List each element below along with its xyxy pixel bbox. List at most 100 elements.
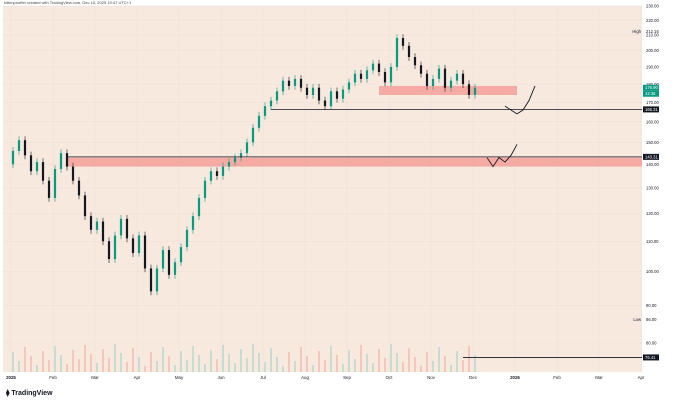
low-value: 86.00 — [646, 317, 657, 322]
volume-bar — [420, 366, 422, 372]
candle-body — [473, 87, 477, 95]
x-tick-label: 2025 — [6, 375, 16, 380]
candle-body — [347, 82, 351, 90]
y-tick-label: 230.00 — [646, 4, 659, 9]
volume-bar — [36, 365, 38, 372]
brand-label: TradingView — [11, 390, 53, 397]
candle-body — [239, 153, 243, 158]
y-tick-label: 130.00 — [646, 186, 659, 191]
x-tick-label: Jun — [217, 375, 225, 380]
volume-bar — [402, 362, 404, 372]
chart-credit: kittenpoofter created with TradingView.c… — [4, 0, 132, 5]
y-tick-label: 120.00 — [646, 211, 659, 216]
x-tick-label: May — [175, 375, 184, 380]
x-tick-label: Sep — [343, 375, 351, 380]
candle-body — [455, 73, 459, 81]
countdown-tag — [643, 90, 659, 97]
candle-body — [131, 238, 135, 254]
level-tag-label: 76.41 — [645, 355, 656, 360]
volume-bar — [24, 347, 26, 372]
candle-body — [23, 140, 27, 156]
candle-body — [425, 73, 429, 86]
candle-body — [305, 87, 309, 95]
volume-bar — [426, 352, 428, 372]
volume-bar — [276, 357, 278, 372]
candle-body — [35, 162, 39, 172]
candle-body — [11, 150, 15, 165]
y-tick-label: 90.00 — [646, 303, 657, 308]
candle-body — [323, 100, 327, 107]
candle-body — [335, 91, 339, 99]
candle-body — [395, 38, 399, 67]
x-tick-label: Oct — [386, 375, 394, 380]
volume-bar — [150, 352, 152, 372]
candle-body — [125, 218, 129, 239]
candle-body — [245, 142, 249, 154]
candle-body — [353, 73, 357, 83]
tradingview-logo-icon: ⧫ — [6, 390, 12, 397]
volume-bar — [288, 352, 290, 372]
volume-bar — [156, 361, 158, 372]
candle-body — [443, 68, 447, 88]
candle-body — [371, 63, 375, 71]
level-tag-label: 166.31 — [645, 107, 658, 112]
supply-demand-zone — [67, 157, 642, 167]
volume-bar — [378, 349, 380, 372]
volume-bar — [30, 356, 32, 372]
candle-body — [299, 78, 303, 88]
volume-bar — [414, 357, 416, 372]
volume-bar — [354, 359, 356, 372]
volume-bar — [192, 346, 194, 372]
time-axis[interactable]: 2025 Feb Mar Apr May Jun Jul Aug Sep Oct Nov Dec 202… — [6, 375, 645, 380]
volume-bar — [372, 363, 374, 372]
volume-bar — [336, 355, 338, 372]
candle-body — [101, 221, 105, 242]
volume-bar — [12, 352, 14, 372]
candle-body — [209, 171, 213, 181]
volume-bar — [72, 350, 74, 372]
candle-body — [137, 235, 141, 254]
candle-body — [191, 216, 195, 230]
volume-bar — [42, 351, 44, 372]
volume-bar — [348, 350, 350, 372]
volume-bar — [474, 355, 476, 372]
candle-body — [65, 153, 69, 167]
volume-bar — [468, 346, 470, 372]
volume-bar — [456, 351, 458, 372]
high-label: High — [632, 29, 641, 34]
y-tick-label: 200.00 — [646, 48, 659, 53]
tradingview-logo[interactable]: ⧫ TradingView — [6, 389, 53, 397]
volume-bar — [210, 350, 212, 372]
volume-bar — [48, 360, 50, 372]
grid — [3, 5, 642, 372]
zones — [67, 85, 642, 167]
volume-bars — [12, 344, 476, 372]
volume-bar — [270, 348, 272, 372]
volume-bar — [54, 346, 56, 372]
candle-body — [227, 162, 231, 167]
countdown-tag-label: 12:36 — [645, 91, 656, 96]
volume-bar — [198, 355, 200, 372]
volume-bar — [312, 365, 314, 372]
volume-bar — [90, 354, 92, 372]
volume-bar — [384, 358, 386, 372]
candle-body — [257, 115, 261, 128]
volume-bar — [108, 358, 110, 372]
low-label: Low — [633, 317, 642, 322]
x-tick-label: Nov — [427, 375, 436, 380]
x-tick-label: Dec — [469, 375, 478, 380]
y-tick-label: 100.00 — [646, 269, 659, 274]
volume-bar — [228, 354, 230, 372]
volume-bar — [396, 353, 398, 372]
level-tag — [643, 153, 659, 160]
candle-body — [95, 221, 99, 230]
price-axis[interactable]: 80.00 90.00 100.00 110.00 120.00 130.00 140.00… — [646, 4, 659, 346]
x-tick-label: Feb — [49, 375, 57, 380]
volume-bar — [18, 361, 20, 372]
volume-bar — [66, 364, 68, 372]
y-tick-label: 80.00 — [646, 340, 657, 345]
x-tick-label: Mar — [91, 375, 99, 380]
candle-body — [161, 250, 165, 269]
